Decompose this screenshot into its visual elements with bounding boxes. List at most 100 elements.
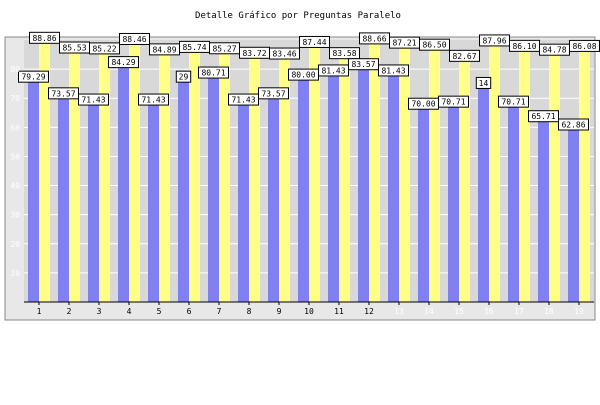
data-label-series-2-12: 88.66 <box>362 34 386 43</box>
data-label-box <box>419 38 450 51</box>
data-label-box <box>475 76 492 89</box>
x-tick-label: 1 <box>37 307 42 316</box>
x-tick-label: 5 <box>157 307 162 316</box>
data-label-series-1-6: 29 <box>179 73 189 82</box>
data-label-series-2-19: 86.08 <box>572 42 596 51</box>
bar-series-1-1 <box>28 71 39 302</box>
data-label-box <box>378 64 409 77</box>
data-label-series-1-13: 81.43 <box>381 66 405 75</box>
x-tick-label: 12 <box>364 307 374 316</box>
data-label-box <box>138 93 169 106</box>
bar-series-1-7 <box>208 67 219 302</box>
bar-series-2-4 <box>129 44 140 302</box>
y-tick-label: 20 <box>10 240 20 249</box>
data-label-box <box>78 93 109 106</box>
data-label-series-2-11: 83.58 <box>332 49 356 58</box>
data-label-series-2-3: 85.22 <box>92 44 116 53</box>
data-label-series-2-2: 85.53 <box>62 44 86 53</box>
bar-series-2-5 <box>159 54 170 302</box>
data-label-series-1-18: 65.71 <box>531 112 555 121</box>
y-axis-ticks: 10 20 30 40 50 60 70 80 <box>10 65 20 278</box>
data-label-series-1-12: 83.57 <box>351 60 375 69</box>
data-label-series-2-18: 84.78 <box>542 46 566 55</box>
data-labels: 79.29 88.86 73.57 85.53 71.43 85.22 84.29 88.46… <box>18 31 600 131</box>
data-label-series-1-8: 71.43 <box>231 96 255 105</box>
data-label-box <box>449 49 480 62</box>
x-tick-label: 19 <box>574 307 584 316</box>
bar-series-2-6 <box>189 52 200 302</box>
data-label-box <box>558 118 589 131</box>
data-label-box <box>348 58 379 71</box>
bar-series-2-19 <box>579 51 590 302</box>
y-tick-label: 30 <box>10 211 20 220</box>
x-tick-label: 4 <box>127 307 132 316</box>
bars <box>28 43 590 303</box>
data-label-series-1-11: 81.43 <box>321 66 345 75</box>
bar-series-2-9 <box>279 59 290 302</box>
data-label-series-1-17: 70.71 <box>501 98 525 107</box>
data-label-box <box>329 47 360 60</box>
bar-series-1-16 <box>478 77 489 302</box>
y-tick-label: 70 <box>10 94 20 103</box>
data-label-series-2-9: 83.46 <box>272 50 296 59</box>
bar-series-2-10 <box>309 47 320 302</box>
x-tick-label: 7 <box>217 307 222 316</box>
x-tick-label: 15 <box>454 307 464 316</box>
data-label-box <box>198 66 229 79</box>
bar-series-1-2 <box>58 87 69 302</box>
y-tick-label: 10 <box>10 269 20 278</box>
bar-series-2-7 <box>219 53 230 302</box>
data-label-series-1-14: 70.00 <box>411 100 435 109</box>
data-label-series-2-17: 86.10 <box>512 42 536 51</box>
data-label-series-1-15: 70.71 <box>441 98 465 107</box>
bar-series-1-9 <box>268 87 279 302</box>
bar-series-1-13 <box>388 64 399 303</box>
data-label-series-1-5: 71.43 <box>141 96 165 105</box>
bar-series-2-11 <box>339 58 350 303</box>
bar-series-1-11 <box>328 64 339 303</box>
y-tick-label: 50 <box>10 152 20 161</box>
data-label-series-1-2: 73.57 <box>51 89 75 98</box>
x-tick-label: 2 <box>67 307 72 316</box>
bar-series-2-2 <box>69 53 80 302</box>
data-label-series-1-16: 14 <box>479 79 489 88</box>
bar-series-1-5 <box>148 94 159 303</box>
bar-series-1-8 <box>238 94 249 303</box>
y-tick-label: 40 <box>10 182 20 191</box>
data-label-series-1-19: 62.86 <box>561 121 585 130</box>
data-label-box <box>108 56 139 69</box>
data-label-box <box>228 93 259 106</box>
data-label-box <box>438 95 469 108</box>
bar-series-2-17 <box>519 51 530 302</box>
data-label-series-2-14: 86.50 <box>422 41 446 50</box>
bar-series-2-13 <box>399 48 410 302</box>
data-label-series-2-8: 83.72 <box>242 49 266 58</box>
data-label-series-1-10: 80.00 <box>291 71 315 80</box>
x-tick-label: 11 <box>334 307 344 316</box>
x-tick-label: 13 <box>394 307 404 316</box>
chart-title: Detalle Gráfico por Preguntas Paralelo <box>195 11 401 21</box>
x-tick-label: 8 <box>247 307 252 316</box>
data-label-box <box>89 42 120 55</box>
data-label-box <box>498 95 529 108</box>
x-axis-ticks: 1 2 3 4 5 6 7 8 9 10 11 12 13 14 15 16 17 18 19 <box>37 302 584 316</box>
data-label-series-1-3: 71.43 <box>81 96 105 105</box>
bar-series-1-3 <box>88 94 99 303</box>
data-label-series-1-7: 80.71 <box>201 69 225 78</box>
bar-series-2-15 <box>459 61 470 303</box>
bar-series-2-8 <box>249 58 260 303</box>
data-label-series-2-6: 85.74 <box>182 43 206 52</box>
data-label-series-2-5: 84.89 <box>152 45 176 54</box>
data-label-box <box>119 32 150 45</box>
data-label-series-2-7: 85.27 <box>212 44 236 53</box>
y-tick-label: 80 <box>10 65 20 74</box>
data-label-series-2-13: 87.21 <box>392 39 416 48</box>
data-label-series-1-4: 84.29 <box>111 58 135 67</box>
bar-series-1-14 <box>418 98 429 302</box>
x-tick-label: 9 <box>277 307 282 316</box>
data-label-series-1-1: 79.29 <box>21 73 45 82</box>
data-label-box <box>528 110 559 123</box>
bar-series-2-16 <box>489 45 500 303</box>
